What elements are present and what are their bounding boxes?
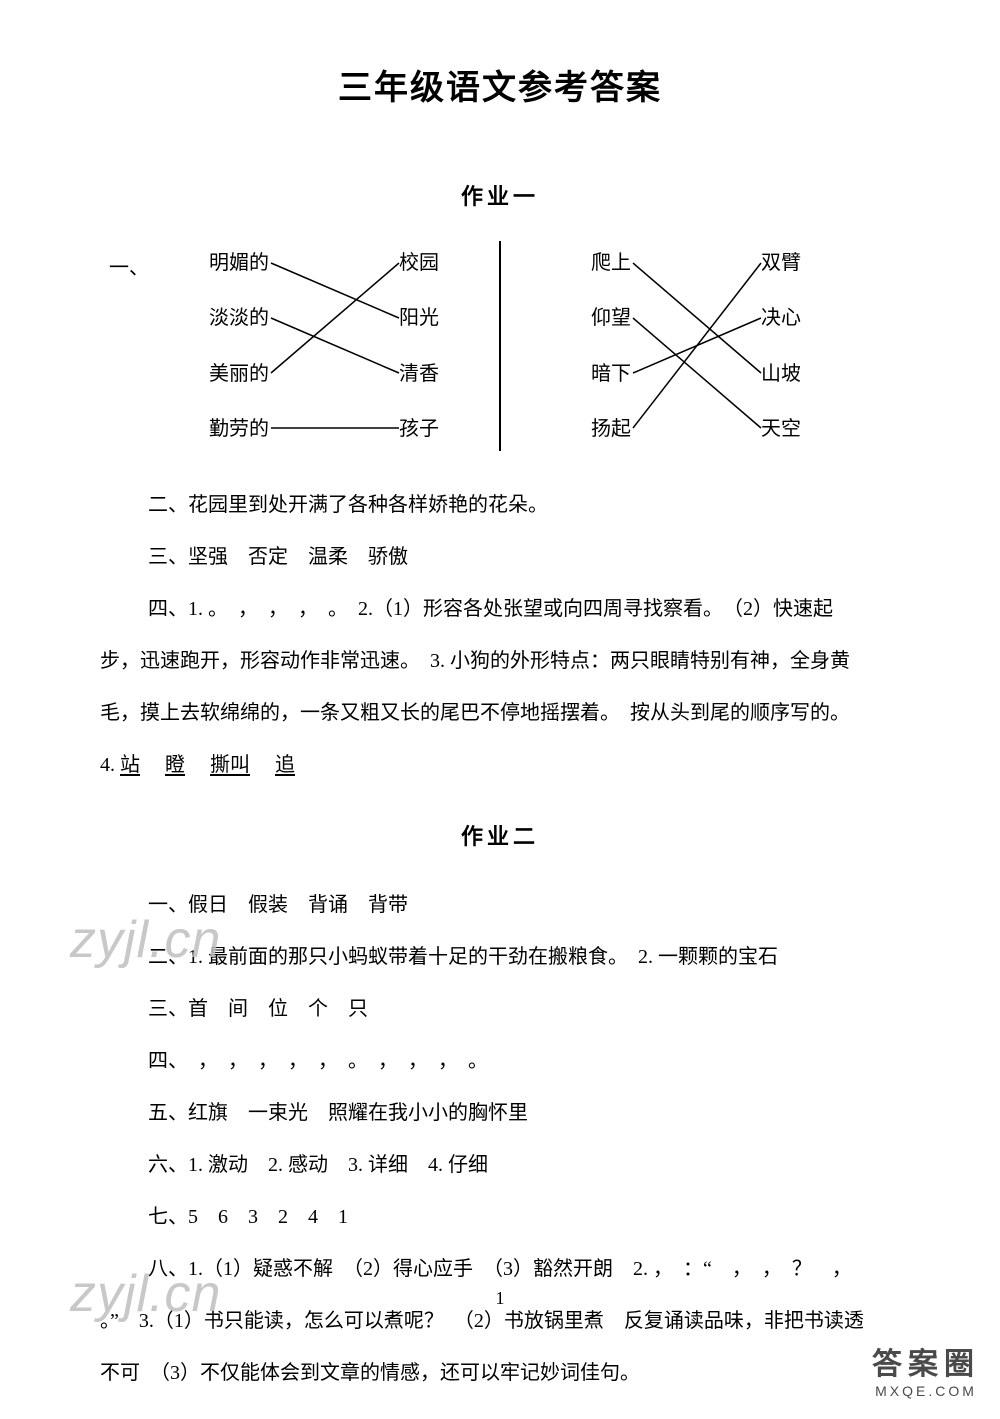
match-group-b: 爬上 仰望 暗下 扬起 双臂 决心 山坡 天空 <box>521 241 841 451</box>
match-a-right-item: 孩子 <box>399 407 479 451</box>
hw1-line4d-word: 站 <box>120 754 140 776</box>
hw2-l4: 四、 ， ， ， ， ， 。 ， ， ， 。 <box>100 1037 900 1085</box>
match-b-right-item: 天空 <box>761 407 841 451</box>
hw1-line4b: 步，迅速跑开，形容动作非常迅速。 3. 小狗的外形特点：两只眼睛特别有神，全身黄 <box>100 637 900 685</box>
corner-badge: 答案圈 MXQE.COM <box>872 1339 980 1399</box>
match-a-right-item: 清香 <box>399 352 479 396</box>
match-b-right-item: 双臂 <box>761 241 841 285</box>
hw1-line4d-word: 瞪 <box>165 754 185 776</box>
q1-prefix: 一、 <box>109 251 149 280</box>
match-b-right-item: 山坡 <box>761 352 841 396</box>
hw2-l7: 七、5 6 3 2 4 1 <box>100 1193 900 1241</box>
match-a-right-col: 校园 阳光 清香 孩子 <box>399 241 479 451</box>
hw1-line4d: 4. 站 瞪 撕叫 追 <box>100 741 900 789</box>
match-b-right-col: 双臂 决心 山坡 天空 <box>761 241 841 451</box>
hw2-l5: 五、红旗 一束光 照耀在我小小的胸怀里 <box>100 1089 900 1137</box>
page-number: 1 <box>496 1288 505 1309</box>
hw2-l8c: 不可 （3）不仅能体会到文章的情感，还可以牢记妙词佳句。 <box>100 1349 900 1397</box>
hw1-line4d-word: 追 <box>275 754 295 776</box>
match-a-right-item: 校园 <box>399 241 479 285</box>
badge-url: MXQE.COM <box>872 1383 980 1399</box>
hw1-line4c: 毛，摸上去软绵绵的，一条又粗又长的尾巴不停地摇摆着。 按从头到尾的顺序写的。 <box>100 689 900 737</box>
hw1-line4d-prefix: 4. <box>100 754 120 776</box>
hw2-l2: 二、1. 最前面的那只小蚂蚁带着十足的干劲在搬粮食。 2. 一颗颗的宝石 <box>100 933 900 981</box>
match-group-a: 一、 明媚的 淡淡的 美丽的 勤劳的 校园 阳光 清香 孩子 <box>159 241 479 451</box>
hw1-line3: 三、坚强 否定 温柔 骄傲 <box>100 533 900 581</box>
hw2-l8a: 八、1.（1）疑惑不解 （2）得心应手 （3）豁然开朗 2. ， ：“ ， ， … <box>100 1245 900 1293</box>
badge-title: 答案圈 <box>872 1339 980 1383</box>
page-title: 三年级语文参考答案 <box>100 60 900 109</box>
match-a-right-item: 阳光 <box>399 296 479 340</box>
hw2-l1: 一、假日 假装 背诵 背带 <box>100 881 900 929</box>
match-divider <box>499 241 501 451</box>
hw1-heading: 作业一 <box>100 179 900 211</box>
q1-matching: 一、 明媚的 淡淡的 美丽的 勤劳的 校园 阳光 清香 孩子 爬上 仰望 暗下 … <box>100 241 900 451</box>
hw2-l3: 三、首 间 位 个 只 <box>100 985 900 1033</box>
hw1-line2: 二、花园里到处开满了各种各样娇艳的花朵。 <box>100 481 900 529</box>
hw2-heading: 作业二 <box>100 819 900 851</box>
hw1-line4a: 四、1. 。 ， ， ， 。 2.（1）形容各处张望或向四周寻找察看。 （2）快… <box>100 585 900 633</box>
hw1-line4d-word: 撕叫 <box>210 754 250 776</box>
hw2-l6: 六、1. 激动 2. 感动 3. 详细 4. 仔细 <box>100 1141 900 1189</box>
match-b-right-item: 决心 <box>761 296 841 340</box>
